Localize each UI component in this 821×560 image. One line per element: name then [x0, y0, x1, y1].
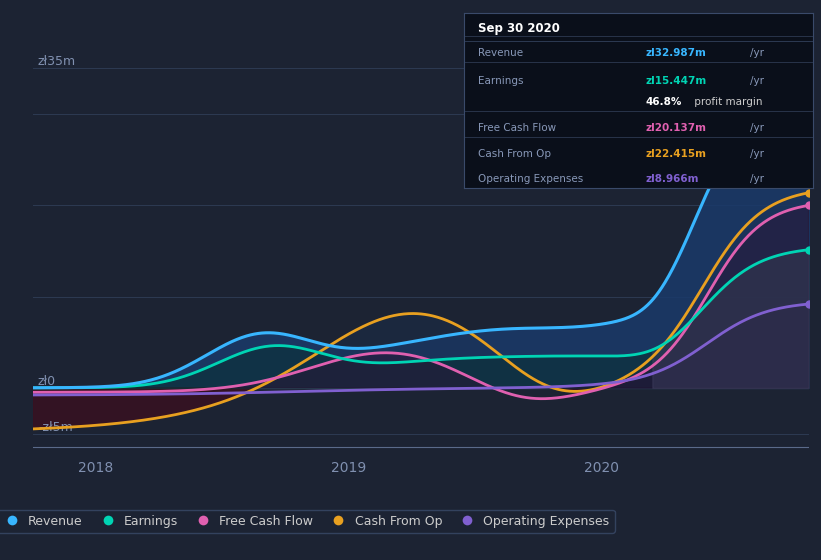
- Text: zl8.966m: zl8.966m: [645, 174, 699, 184]
- Text: zł35m: zł35m: [38, 55, 76, 68]
- Text: /yr: /yr: [750, 174, 764, 184]
- Legend: Revenue, Earnings, Free Cash Flow, Cash From Op, Operating Expenses: Revenue, Earnings, Free Cash Flow, Cash …: [0, 510, 614, 533]
- Text: zl20.137m: zl20.137m: [645, 123, 706, 133]
- Text: zl22.415m: zl22.415m: [645, 149, 706, 159]
- Text: zl15.447m: zl15.447m: [645, 76, 707, 86]
- Text: profit margin: profit margin: [690, 97, 762, 107]
- Text: /yr: /yr: [750, 76, 764, 86]
- Text: 46.8%: 46.8%: [645, 97, 681, 107]
- Text: Sep 30 2020: Sep 30 2020: [478, 22, 560, 35]
- Text: Operating Expenses: Operating Expenses: [478, 174, 583, 184]
- Text: -zł5m: -zł5m: [38, 421, 72, 433]
- Text: zł0: zł0: [38, 375, 56, 388]
- Text: Cash From Op: Cash From Op: [478, 149, 551, 159]
- Text: /yr: /yr: [750, 123, 764, 133]
- Text: Earnings: Earnings: [478, 76, 523, 86]
- Text: zl32.987m: zl32.987m: [645, 48, 706, 58]
- Text: Free Cash Flow: Free Cash Flow: [478, 123, 556, 133]
- Text: Revenue: Revenue: [478, 48, 523, 58]
- Text: /yr: /yr: [750, 48, 764, 58]
- Text: /yr: /yr: [750, 149, 764, 159]
